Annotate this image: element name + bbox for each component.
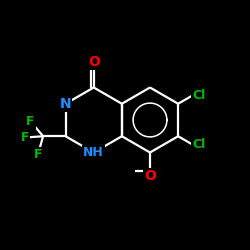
Text: O: O bbox=[144, 169, 156, 183]
Text: Cl: Cl bbox=[192, 89, 206, 102]
Text: O: O bbox=[88, 55, 100, 69]
Text: Cl: Cl bbox=[192, 138, 206, 151]
Text: F: F bbox=[34, 148, 42, 161]
Text: N: N bbox=[60, 97, 72, 111]
Text: F: F bbox=[26, 115, 35, 128]
Text: NH: NH bbox=[83, 146, 104, 159]
Text: F: F bbox=[21, 131, 29, 144]
